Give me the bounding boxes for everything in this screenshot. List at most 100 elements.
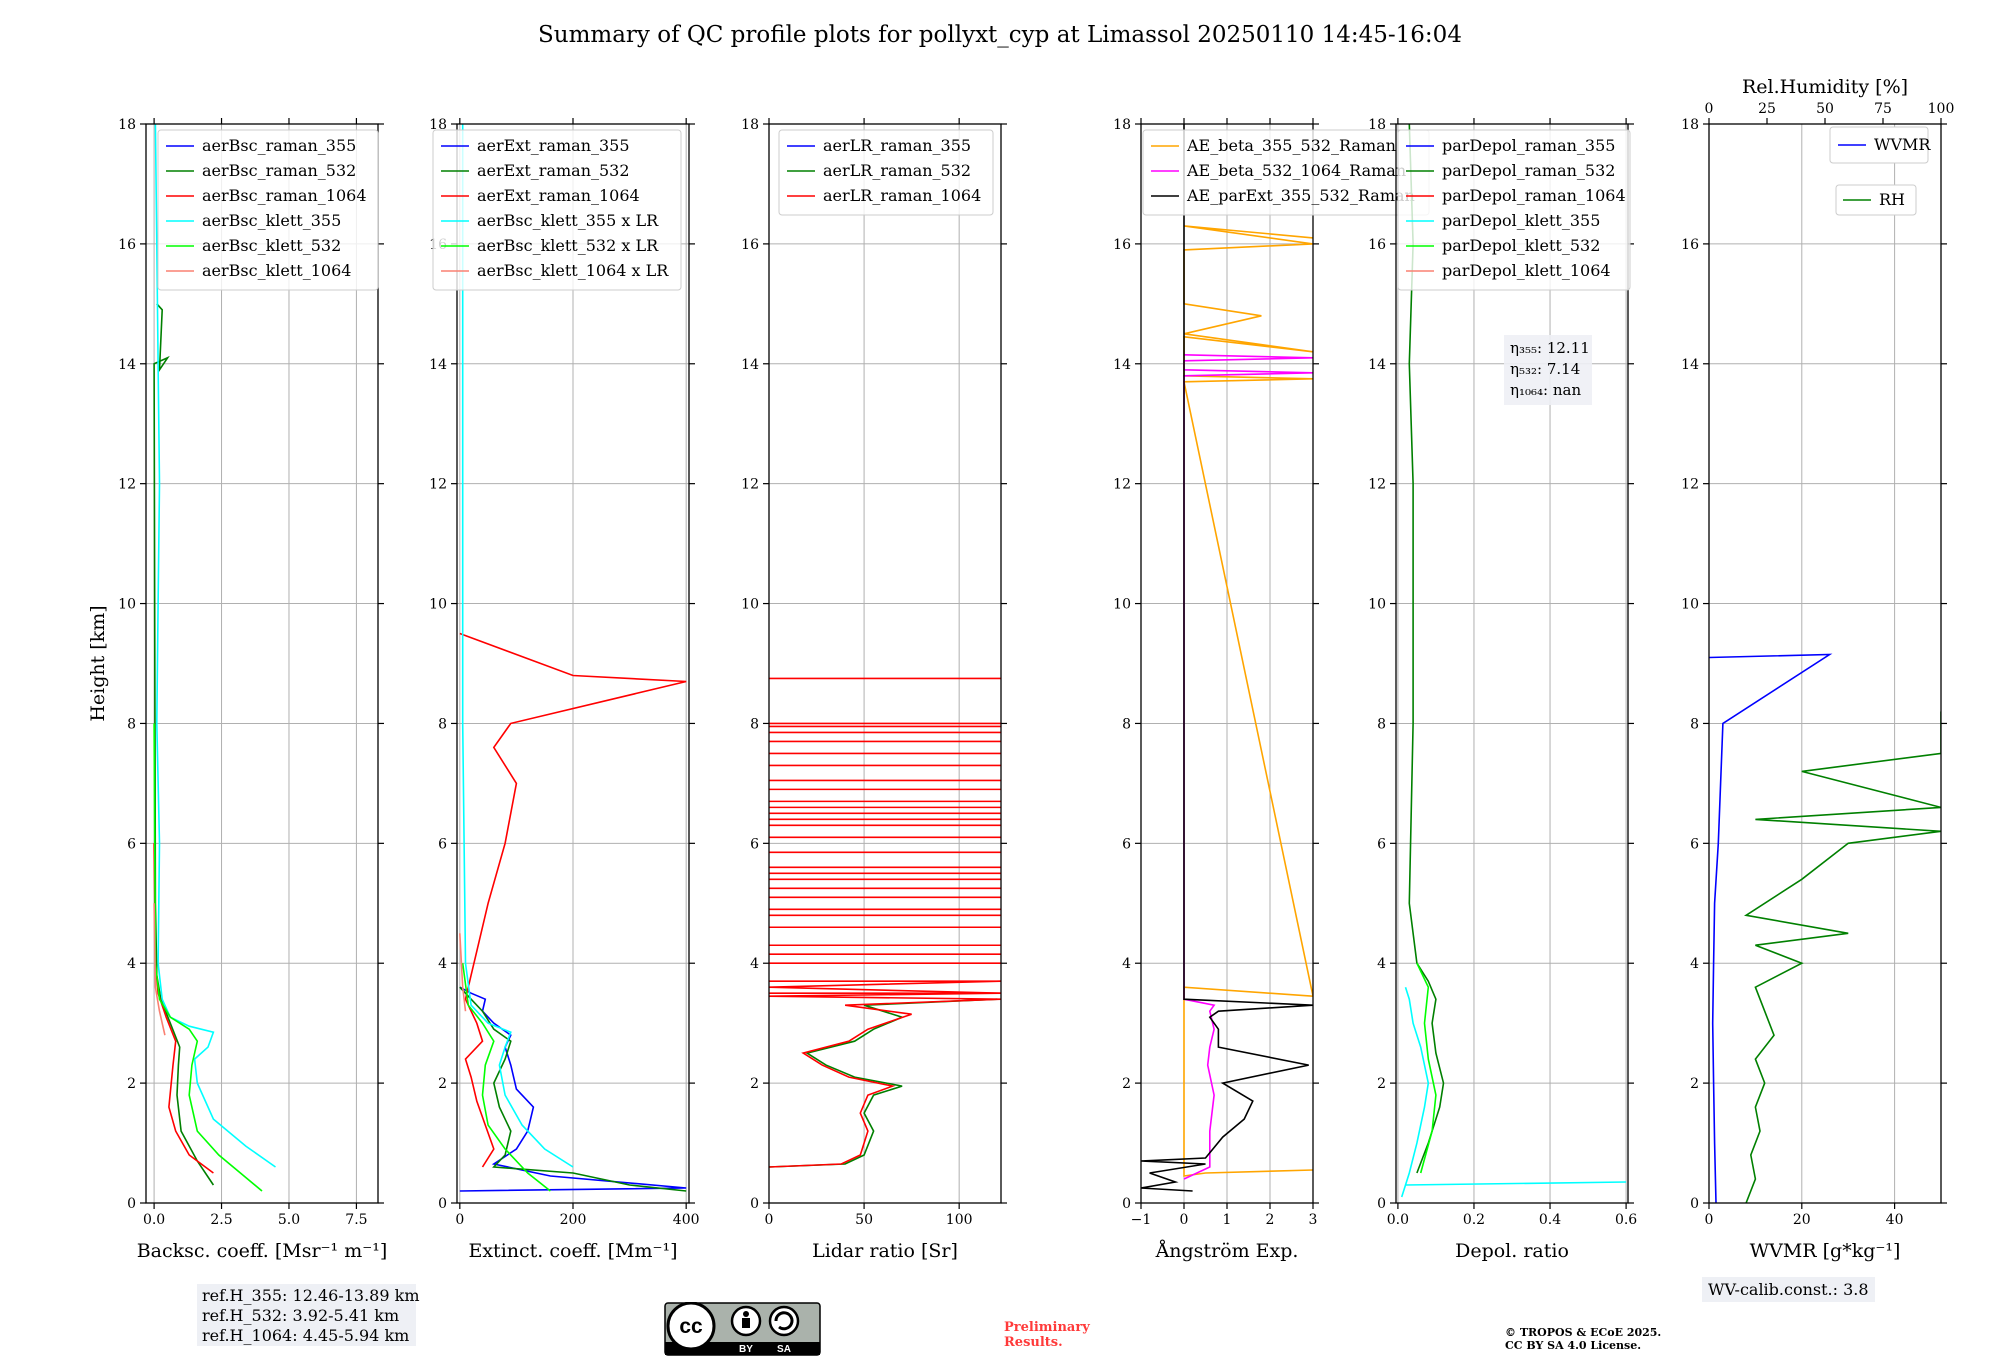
series-line-RH (1743, 711, 1941, 1203)
panel-depol: 0.0 0.2 0.4 0.6 0 2 4 6 8 10 12 14 16 18 Depol. ratio p… (1368, 117, 1637, 1262)
legend-label: parDepol_raman_355 (1442, 136, 1615, 155)
series-line-parDepol_klett_532 (1416, 962, 1437, 1174)
x-tick-label: 2.5 (210, 1212, 232, 1228)
copyright-note: © TROPOS & ECoE 2025. CC BY SA 4.0 Licen… (1505, 1326, 1661, 1352)
x-tick-label: 7.5 (345, 1212, 367, 1228)
preliminary-note: Preliminary Results. (1004, 1320, 1090, 1350)
panel-extinction: 0200400024681012141618Extinct. coeff. [M… (429, 117, 699, 1262)
legend-label: RH (1879, 190, 1905, 209)
y-axis-label: Height [km] (87, 605, 109, 721)
y-tick-label: 18 (1681, 117, 1699, 133)
y-tick-label: 18 (1368, 117, 1386, 133)
y-tick-label: 16 (1681, 237, 1699, 253)
y-tick-label: 12 (1113, 477, 1131, 493)
series-line-aerBsc_raman_1064 (153, 843, 214, 1174)
plot-area (1400, 124, 1627, 1198)
y-tick-label: 4 (438, 956, 447, 972)
y-tick-label: 18 (118, 117, 136, 133)
y-tick-label: 12 (429, 477, 447, 493)
y-tick-label: 4 (750, 956, 759, 972)
y-tick-label: 12 (1368, 477, 1386, 493)
y-tick-label: 8 (127, 716, 136, 732)
series-line-aerBsc_klett_532 (153, 723, 263, 1192)
series-line-aerExt_raman_532 (459, 986, 687, 1192)
x-axis-label: Ångström Exp. (1155, 1240, 1299, 1262)
x-tick-label: 100 (946, 1212, 973, 1228)
y-tick-label: 2 (750, 1076, 759, 1092)
by-label: BY (739, 1344, 753, 1355)
legend: aerBsc_raman_355 aerBsc_raman_532 aerBsc_r… (157, 129, 379, 291)
legend-label: parDepol_raman_532 (1442, 161, 1615, 180)
legend-frame (157, 129, 379, 291)
y-tick-label: 10 (1113, 597, 1131, 613)
y-tick-label: 8 (1377, 716, 1386, 732)
y-tick-label: 16 (1368, 237, 1386, 253)
sa-label: SA (777, 1344, 791, 1355)
x-tick-label: 0.0 (1387, 1212, 1409, 1228)
legend-frame (1397, 129, 1631, 291)
legend-label: aerBsc_raman_532 (202, 161, 356, 180)
y-tick-label: 18 (1113, 117, 1131, 133)
y-tick-label: 14 (741, 357, 759, 373)
share-alike-icon (768, 1305, 800, 1337)
legend-label: aerExt_raman_1064 (477, 186, 640, 205)
legend-label: AE_parExt_355_532_Raman (1186, 186, 1415, 205)
preliminary-line-2: Results. (1004, 1335, 1063, 1350)
x-tick-label: 0 (455, 1212, 464, 1228)
legend-label: parDepol_raman_1064 (1442, 186, 1626, 205)
y-tick-label: 6 (1690, 836, 1699, 852)
y-tick-label: 6 (750, 836, 759, 852)
x-tick-label: 0 (1705, 1212, 1714, 1228)
series-line-aerBsc_klett_1064 x LR (459, 933, 467, 1012)
figure-title: Summary of QC profile plots for pollyxt_… (538, 22, 1462, 48)
x-axis-label: Depol. ratio (1455, 1240, 1569, 1262)
y-tick-label: 4 (127, 956, 136, 972)
legend-frame (432, 129, 682, 291)
y-tick-label: 10 (1368, 597, 1386, 613)
series-line-aerLR_raman_1064 (769, 980, 1001, 1168)
y-tick-label: 14 (1368, 357, 1386, 373)
y-tick-label: 6 (127, 836, 136, 852)
x-tick-label: 1 (1223, 1212, 1232, 1228)
x-tick-label: 0.4 (1539, 1212, 1561, 1228)
y-tick-label: 18 (429, 117, 447, 133)
x-tick-label: 400 (673, 1212, 700, 1228)
y-tick-label: 2 (1690, 1076, 1699, 1092)
y-tick-label: 12 (741, 477, 759, 493)
x-tick-label: 0.0 (143, 1212, 165, 1228)
eta-annotation-box (1504, 335, 1592, 405)
x-tick-label: 0 (1180, 1212, 1189, 1228)
top-x-tick-label: 100 (1928, 101, 1955, 117)
legend-label: parDepol_klett_355 (1442, 211, 1600, 230)
legend-label: parDepol_klett_532 (1442, 236, 1600, 255)
eta-label: η₃₅₅: 12.11 (1510, 339, 1590, 357)
legend-label: aerExt_raman_355 (477, 136, 630, 155)
y-tick-label: 10 (1681, 597, 1699, 613)
plot-area (153, 124, 276, 1192)
y-tick-label: 2 (1122, 1076, 1131, 1092)
cc-by-sa-license-badge: cc BY SA (664, 1302, 821, 1356)
reference-height-box: ref.H_355: 12.46-13.89 km ref.H_532: 3.9… (197, 1284, 420, 1346)
y-tick-label: 18 (741, 117, 759, 133)
legend-label: aerBsc_klett_355 (202, 211, 341, 230)
x-tick-label: 0.6 (1615, 1212, 1637, 1228)
eta-annotation: η₃₅₅: 12.11 η₅₃₂: 7.14 η₁₀₆₄: nan (1504, 335, 1592, 405)
legend-label: WVMR (1874, 135, 1931, 154)
x-axis-label: Extinct. coeff. [Mm⁻¹] (468, 1240, 677, 1262)
y-tick-label: 0 (127, 1196, 136, 1212)
y-tick-label: 0 (1690, 1196, 1699, 1212)
series-line-aerBsc_klett_1064 (153, 903, 166, 1036)
y-tick-label: 6 (438, 836, 447, 852)
legend-label: parDepol_klett_1064 (1442, 261, 1611, 280)
y-tick-label: 10 (429, 597, 447, 613)
legend: parDepol_raman_355 parDepol_raman_532 parD… (1397, 129, 1631, 291)
x-tick-label: 5.0 (278, 1212, 300, 1228)
legend-label: aerBsc_klett_1064 x LR (477, 261, 669, 280)
y-tick-label: 8 (438, 716, 447, 732)
legend-frame (1835, 184, 1917, 216)
series-line-AE_beta_532_1064_Raman (1183, 354, 1313, 1180)
legend: aerLR_raman_355 aerLR_raman_532 aerLR_rama… (778, 129, 994, 216)
y-tick-label: 16 (1113, 237, 1131, 253)
y-tick-label: 10 (741, 597, 759, 613)
plot-area (769, 677, 1001, 1168)
